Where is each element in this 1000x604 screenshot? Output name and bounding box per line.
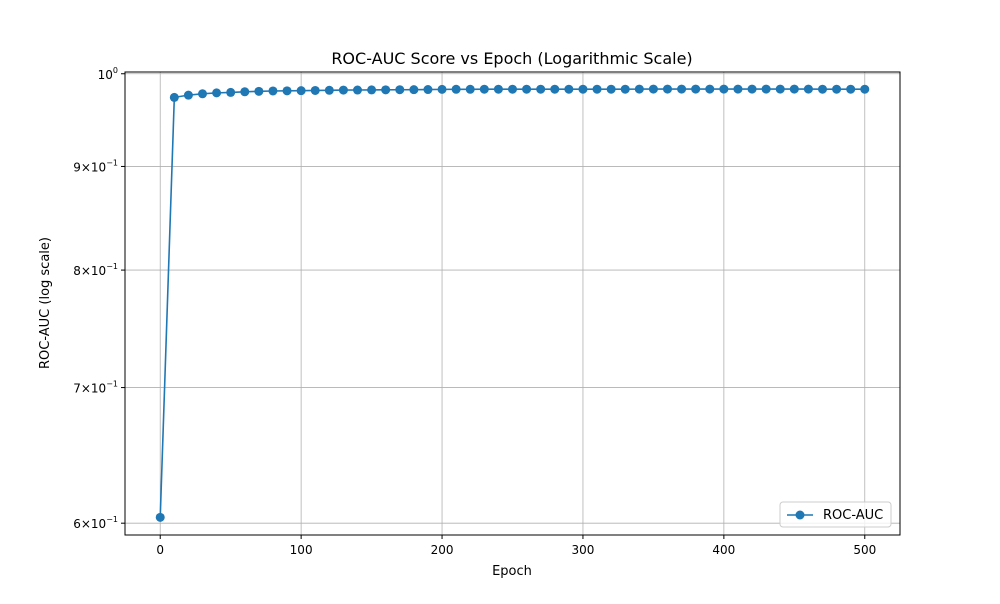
data-point	[367, 85, 377, 95]
x-tick-label: 300	[572, 543, 595, 557]
y-tick-label: 7×10−1	[73, 380, 118, 396]
data-point	[338, 85, 348, 95]
data-point	[169, 92, 179, 102]
data-point	[634, 84, 644, 94]
data-point	[493, 84, 503, 94]
data-point	[254, 86, 264, 96]
y-axis-label: ROC-AUC (log scale)	[38, 237, 53, 369]
data-point	[423, 85, 433, 95]
data-point	[522, 84, 532, 94]
data-point	[296, 86, 306, 96]
data-point	[789, 84, 799, 94]
data-point	[733, 84, 743, 94]
data-point	[282, 86, 292, 96]
data-point	[832, 84, 842, 94]
data-point	[240, 87, 250, 97]
x-tick-label: 400	[712, 543, 735, 557]
y-tick-label: 100	[98, 66, 118, 82]
data-point	[508, 84, 517, 94]
x-tick-label: 0	[156, 543, 164, 557]
y-tick-exponent: −1	[106, 380, 118, 389]
data-point	[268, 86, 278, 96]
data-point	[395, 85, 405, 95]
y-tick-label: 6×10−1	[73, 515, 118, 531]
data-point	[183, 90, 193, 100]
y-tick-base: 10	[98, 68, 113, 82]
grid-lines	[125, 72, 900, 535]
chart-title: ROC-AUC Score vs Epoch (Logarithmic Scal…	[331, 49, 692, 68]
data-point	[775, 84, 785, 94]
data-point	[719, 84, 729, 94]
data-point	[677, 84, 687, 94]
y-tick-exponent: −1	[106, 262, 118, 271]
data-point	[324, 85, 334, 95]
data-point	[803, 84, 813, 94]
x-axis-ticks: 0 100 200 300 400 500	[156, 535, 876, 557]
y-tick-exponent: −1	[106, 515, 118, 524]
legend-label: ROC-AUC	[823, 508, 883, 523]
y-tick-label: 8×10−1	[73, 262, 118, 278]
data-point	[761, 84, 771, 94]
y-tick-base: 8×10	[73, 264, 106, 278]
y-tick-exponent: −1	[106, 158, 118, 167]
plot-area-frame	[124, 71, 901, 536]
data-point	[409, 85, 419, 95]
data-point	[620, 84, 630, 94]
data-point	[592, 84, 602, 94]
data-point	[691, 84, 701, 94]
y-tick-base: 6×10	[73, 517, 106, 531]
data-point	[465, 84, 475, 94]
data-point	[353, 85, 362, 95]
x-axis-label: Epoch	[492, 564, 532, 579]
data-point	[860, 84, 870, 94]
data-point	[606, 84, 616, 94]
data-point	[648, 84, 658, 94]
data-point	[818, 84, 827, 94]
data-point	[212, 88, 222, 98]
data-point	[578, 84, 588, 94]
data-point	[846, 84, 856, 94]
data-point	[550, 84, 560, 94]
data-point	[226, 87, 236, 97]
x-tick-label: 100	[290, 543, 313, 557]
x-tick-label: 500	[853, 543, 876, 557]
data-point	[451, 84, 461, 94]
data-point	[198, 89, 207, 99]
data-point	[310, 85, 320, 95]
data-point	[479, 84, 489, 94]
data-point	[381, 85, 391, 95]
legend-box	[779, 501, 892, 528]
y-tick-base: 9×10	[73, 160, 106, 174]
data-point	[747, 84, 757, 94]
data-point	[536, 84, 546, 94]
data-point	[155, 512, 165, 522]
x-tick-label: 200	[431, 543, 454, 557]
data-point	[564, 84, 574, 94]
data-point	[705, 84, 715, 94]
y-tick-base: 7×10	[73, 382, 106, 396]
y-tick-exponent: 0	[113, 66, 118, 75]
series-layer	[155, 84, 870, 522]
legend-marker-sample	[795, 510, 805, 520]
data-point	[437, 84, 447, 94]
y-tick-label: 9×10−1	[73, 158, 118, 174]
legend: ROC-AUC	[779, 501, 892, 528]
data-point	[663, 84, 672, 94]
